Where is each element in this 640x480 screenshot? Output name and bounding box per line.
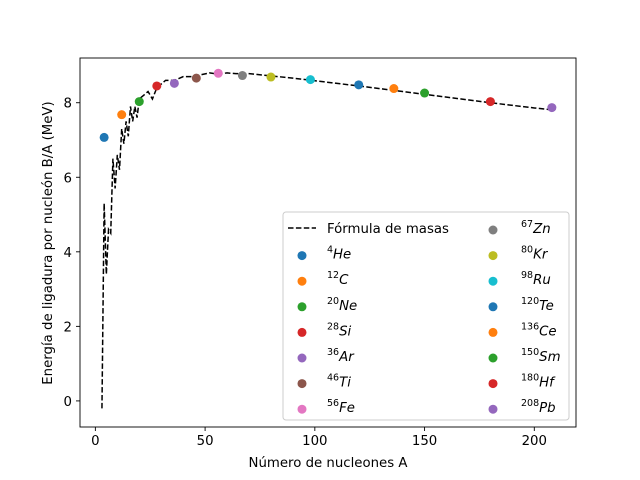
plot-area [79,57,577,428]
data-point-10 [354,80,364,90]
legend: Fórmula de masas 4He 12C 20Ne 28Si 36Ar 46Ti 56… [282,211,570,421]
mass-formula-line [101,72,552,409]
legend-marker-ne [297,302,307,312]
x-tick-label-2: 100 [302,434,327,449]
x-tick-label-0: 0 [91,434,99,449]
x-tick-label-1: 50 [197,434,214,449]
data-point-4 [169,78,179,88]
legend-box [282,211,570,421]
legend-marker-ru [488,276,498,286]
legend-label-fe: 56Fe [327,398,355,416]
legend-marker-he [297,251,307,261]
x-axis-ticks: 0 50 100 150 200 [91,427,547,449]
legend-label-ar: 36Ar [327,347,355,365]
data-point-8 [266,72,276,82]
y-tick-label-0: 0 [64,395,72,410]
data-point-13 [485,97,495,107]
data-point-5 [191,73,201,83]
legend-marker-ar [297,353,307,363]
legend-label-si: 28Si [327,321,352,339]
x-axis-label: Número de nucleones A [249,455,408,471]
legend-marker-fe [297,404,307,414]
legend-marker-ce [488,327,498,337]
legend-marker-te [488,302,498,312]
legend-label-ru: 98Ru [521,270,551,288]
legend-label-mass-formula: Fórmula de masas [327,221,449,237]
x-tick-label-3: 150 [412,434,437,449]
legend-label-he: 4He [327,245,351,263]
legend-label-te: 120Te [521,296,554,314]
y-tick-label-1: 2 [64,320,72,335]
y-tick-label-3: 6 [64,171,72,186]
axes-frame [79,57,577,428]
legend-marker-kr [488,251,498,261]
legend-label-zn: 67Zn [521,219,551,237]
y-axis-ticks: 0 2 4 6 8 [64,97,80,410]
legend-marker-hf [488,379,498,389]
legend-label-ce: 136Ce [521,321,557,339]
data-point-7 [237,71,247,81]
data-point-2 [134,97,144,107]
data-point-14 [547,103,557,113]
legend-label-hf: 180Hf [521,373,556,391]
legend-marker-c [297,276,307,286]
legend-marker-si [297,327,307,337]
data-point-12 [420,88,430,98]
legend-marker-ti [297,379,307,389]
y-tick-label-4: 8 [64,97,72,112]
legend-label-ti: 46Ti [327,373,351,391]
data-point-6 [213,68,223,78]
legend-label-kr: 80Kr [521,245,549,263]
data-point-1 [117,110,127,120]
legend-label-c: 12C [327,270,349,288]
x-tick-label-4: 200 [522,434,547,449]
data-point-0 [99,132,109,142]
y-axis-label: Energía de ligadura por nucleón B/A (MeV… [40,101,56,384]
legend-marker-sm [488,353,498,363]
legend-label-pb: 208Pb [521,398,556,416]
legend-label-ne: 20Ne [327,296,357,314]
legend-label-sm: 150Sm [521,347,561,365]
y-tick-label-2: 4 [64,246,72,261]
legend-marker-pb [488,404,498,414]
legend-marker-zn [488,225,498,235]
data-point-11 [389,84,399,94]
data-point-3 [152,81,162,91]
data-point-9 [305,75,315,85]
